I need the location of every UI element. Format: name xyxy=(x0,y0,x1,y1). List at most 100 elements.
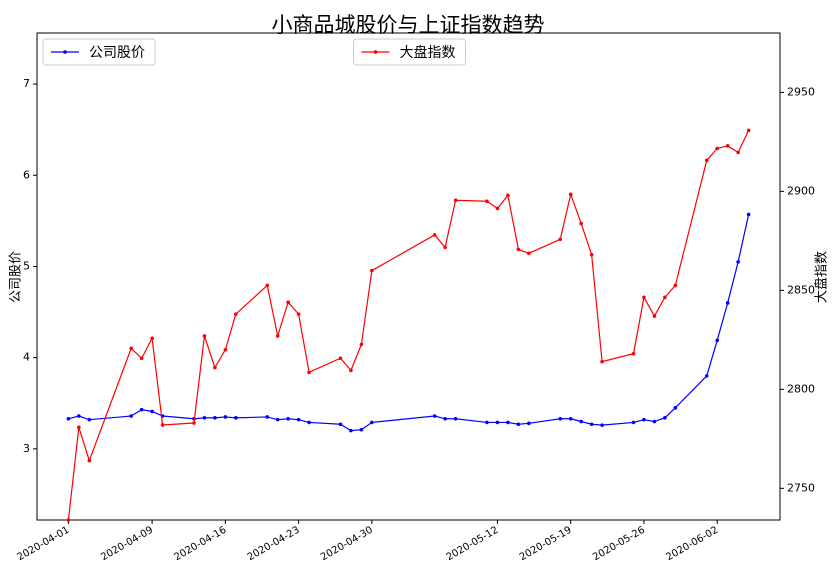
data-point xyxy=(453,198,458,203)
data-point xyxy=(673,406,678,410)
data-point xyxy=(129,414,133,418)
data-point xyxy=(704,158,709,163)
y-tick-label: 3 xyxy=(23,442,30,455)
x-tick-label: 2020-06-02 xyxy=(664,525,720,564)
data-point xyxy=(527,251,531,256)
data-point xyxy=(558,416,563,421)
legend-marker xyxy=(373,50,378,54)
data-point xyxy=(296,312,301,316)
x-tick-label: 2020-05-26 xyxy=(591,525,647,564)
data-point xyxy=(506,193,510,198)
data-point xyxy=(66,518,71,522)
y-tick-label: 6 xyxy=(23,168,30,181)
data-point xyxy=(349,368,353,373)
y-axis-label: 公司股价 xyxy=(9,251,24,303)
x-tick-label: 2020-04-30 xyxy=(319,525,375,564)
y2-tick-label: 2950 xyxy=(787,85,815,98)
data-point xyxy=(77,425,81,430)
legend-marker xyxy=(63,50,67,54)
data-point xyxy=(139,356,144,361)
data-point xyxy=(234,416,238,420)
data-point xyxy=(359,427,364,432)
data-point xyxy=(192,421,196,425)
data-point xyxy=(568,192,573,197)
data-point xyxy=(652,314,657,318)
data-point xyxy=(495,420,500,425)
data-point xyxy=(579,221,583,226)
data-point xyxy=(736,260,740,264)
data-point xyxy=(631,351,636,356)
data-point xyxy=(725,144,730,148)
data-point xyxy=(516,422,521,427)
x-tick-label: 2020-04-01 xyxy=(16,525,72,564)
data-point xyxy=(453,416,458,421)
data-point xyxy=(642,417,646,422)
data-point xyxy=(568,416,573,421)
data-point xyxy=(663,416,667,420)
data-point xyxy=(589,252,594,257)
data-point xyxy=(286,300,290,305)
data-point xyxy=(87,458,92,463)
data-point xyxy=(275,334,280,338)
data-point xyxy=(77,414,81,418)
data-point xyxy=(275,417,280,422)
data-point xyxy=(516,247,521,252)
legend: 大盘指数 xyxy=(353,38,466,66)
data-point xyxy=(150,409,154,414)
data-point xyxy=(736,150,740,155)
data-point xyxy=(150,336,154,341)
legend: 公司股价 xyxy=(42,38,156,66)
data-point xyxy=(359,342,364,347)
data-point xyxy=(296,417,301,422)
data-point xyxy=(265,415,270,419)
data-point xyxy=(527,421,531,426)
data-point xyxy=(202,334,207,338)
legend-label: 公司股价 xyxy=(89,45,145,61)
y-tick-label: 4 xyxy=(23,351,30,364)
x-tick-label: 2020-05-12 xyxy=(445,525,501,564)
data-point xyxy=(160,423,165,427)
x-tick-label: 2020-04-23 xyxy=(246,525,302,564)
data-point xyxy=(202,416,207,420)
data-point xyxy=(485,199,489,204)
data-point xyxy=(746,128,751,133)
y2-tick-label: 2800 xyxy=(787,382,815,395)
data-point xyxy=(338,422,343,427)
data-point xyxy=(673,283,678,288)
data-point xyxy=(432,414,437,418)
legend-box xyxy=(353,38,466,66)
data-point xyxy=(652,419,657,424)
x-tick-label: 2020-04-09 xyxy=(99,525,155,564)
data-point xyxy=(642,295,646,300)
y-tick-label: 7 xyxy=(23,77,30,90)
data-point xyxy=(746,212,751,217)
data-point xyxy=(495,206,500,211)
data-point xyxy=(213,416,217,420)
data-point xyxy=(432,233,437,237)
plot-frame xyxy=(36,32,781,521)
data-point xyxy=(213,365,217,370)
data-point xyxy=(338,356,343,361)
x-tick-label: 2020-04-16 xyxy=(173,525,229,564)
x-tick-label: 2020-05-19 xyxy=(518,525,574,564)
data-point xyxy=(506,420,510,425)
data-point xyxy=(370,420,374,425)
data-point xyxy=(631,420,636,425)
data-point xyxy=(485,420,489,425)
legend-label: 大盘指数 xyxy=(400,44,456,61)
data-point xyxy=(223,347,228,352)
data-point xyxy=(370,268,374,273)
y2-tick-label: 2900 xyxy=(787,184,815,197)
data-point xyxy=(715,338,720,343)
data-point xyxy=(129,346,133,351)
data-point xyxy=(234,312,238,316)
data-point xyxy=(223,415,228,419)
data-point xyxy=(66,416,71,421)
data-point xyxy=(725,301,730,305)
data-point xyxy=(579,419,583,424)
data-point xyxy=(589,422,594,427)
data-point xyxy=(443,245,447,250)
data-point xyxy=(558,237,563,242)
series-line xyxy=(68,214,750,432)
